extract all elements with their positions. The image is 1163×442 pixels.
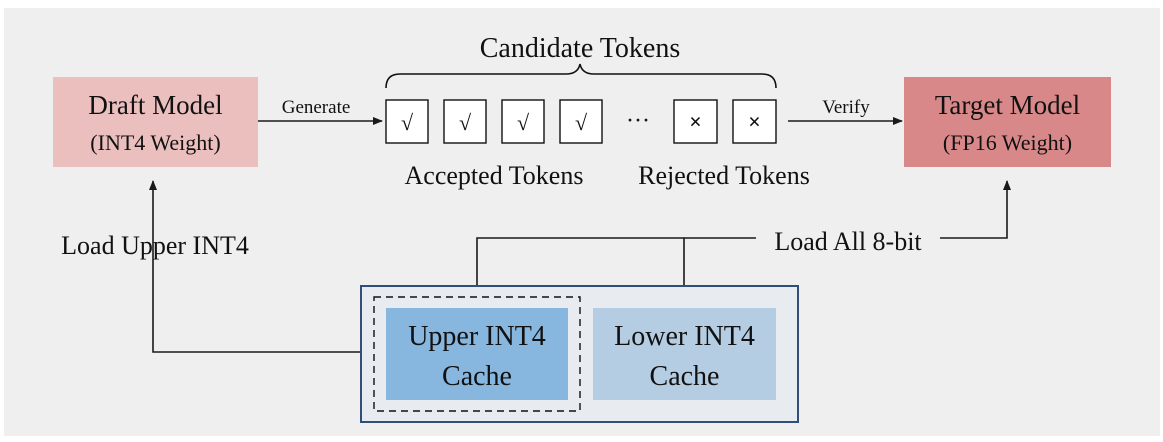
target-model-subtitle: (FP16 Weight) (943, 130, 1072, 155)
draft-model-box (53, 77, 258, 167)
verify-label: Verify (822, 97, 870, 118)
accepted-token-box (559, 99, 603, 144)
accepted-token-symbol: √ (575, 110, 588, 135)
upper-int4-cache-line2: Cache (442, 361, 512, 392)
accepted-token-symbol: √ (459, 110, 472, 135)
candidate-tokens-brace (385, 63, 777, 89)
generate-label: Generate (282, 97, 351, 118)
accepted-token-box (385, 99, 429, 144)
load-all-bracket (476, 237, 685, 286)
upper-int4-cache-box (386, 308, 568, 400)
accepted-token-symbol: √ (401, 110, 414, 135)
token-ellipsis: ··· (626, 108, 650, 134)
token-row: √ √ √ √ ··· × × (385, 99, 777, 144)
lower-int4-cache-box (593, 308, 776, 400)
target-model-box (904, 77, 1111, 167)
candidate-tokens-label: Candidate Tokens (480, 33, 680, 64)
draft-model-node: Draft Model (INT4 Weight) (53, 77, 258, 167)
rejected-token-symbol: × (748, 109, 761, 134)
lower-int4-cache-line2: Cache (650, 361, 720, 392)
target-model-node: Target Model (FP16 Weight) (904, 77, 1111, 167)
rejected-token-box (673, 99, 718, 144)
rejected-tokens-label: Rejected Tokens (638, 161, 810, 190)
lower-int4-cache-line1: Lower INT4 (614, 321, 755, 352)
load-all-label-bg (756, 224, 940, 254)
load-all-label: Load All 8-bit (774, 227, 922, 256)
draft-model-title: Draft Model (88, 90, 222, 120)
accepted-tokens-label: Accepted Tokens (405, 161, 584, 190)
accepted-token-symbol: √ (517, 110, 530, 135)
load-upper-arrow (149, 180, 375, 353)
upper-cache-dashed-outline (373, 296, 581, 412)
accepted-token-box (443, 99, 487, 144)
rejected-token-box (732, 99, 777, 144)
load-upper-label: Load Upper INT4 (61, 231, 249, 260)
accepted-token-box (501, 99, 545, 144)
kv-cache-container: Upper INT4 Cache Lower INT4 Cache (360, 285, 799, 423)
draft-model-subtitle: (INT4 Weight) (90, 130, 220, 155)
target-model-title: Target Model (935, 90, 1080, 120)
upper-int4-cache-line1: Upper INT4 (408, 321, 546, 352)
rejected-token-symbol: × (689, 109, 702, 134)
